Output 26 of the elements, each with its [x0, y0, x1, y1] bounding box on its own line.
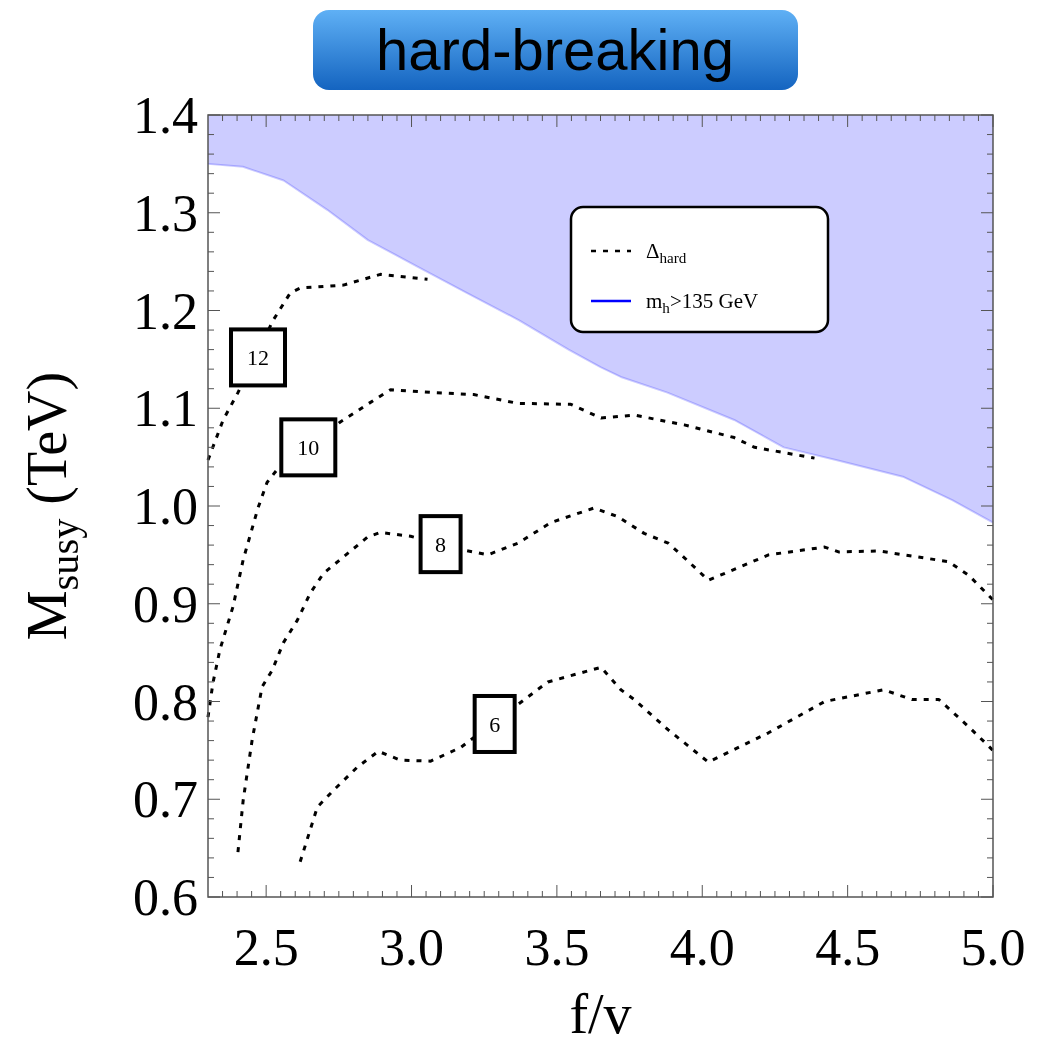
line-series [206, 388, 816, 719]
annotation: 8 [435, 532, 447, 558]
annotation: 12 [247, 345, 270, 371]
annotation: 10 [297, 435, 320, 461]
annotation: 6 [489, 711, 501, 737]
x-axis-title: f/v [569, 983, 632, 1045]
x-tick-label: 4.5 [815, 919, 881, 976]
x-tick-label: 4.0 [669, 919, 735, 976]
x-tick-label: 5.0 [960, 919, 1026, 976]
y-tick-label: 1.4 [133, 87, 198, 144]
y-tick-label: 1.2 [133, 282, 198, 340]
x-tick-label: 3.5 [524, 919, 590, 976]
x-tick-label: 3.0 [379, 919, 445, 976]
y-tick-label: 1.0 [133, 478, 198, 535]
y-tick-label: 1.3 [133, 184, 198, 242]
y-tick-label: 0.7 [133, 771, 198, 829]
line-series [298, 665, 995, 864]
x-tick-label: 2.5 [233, 919, 299, 976]
legend-label: m$_{h}$>135 GeV [646, 289, 759, 316]
legend-label: Δ$_{hard}$ [646, 239, 687, 266]
y-tick-label: 0.9 [133, 575, 198, 633]
y-tick-label: 0.8 [133, 673, 198, 731]
y-tick-label: 0.6 [133, 869, 198, 926]
line-series [236, 506, 995, 854]
chart-title: hard-breaking [376, 17, 734, 82]
y-tick-label: 1.1 [133, 380, 198, 438]
